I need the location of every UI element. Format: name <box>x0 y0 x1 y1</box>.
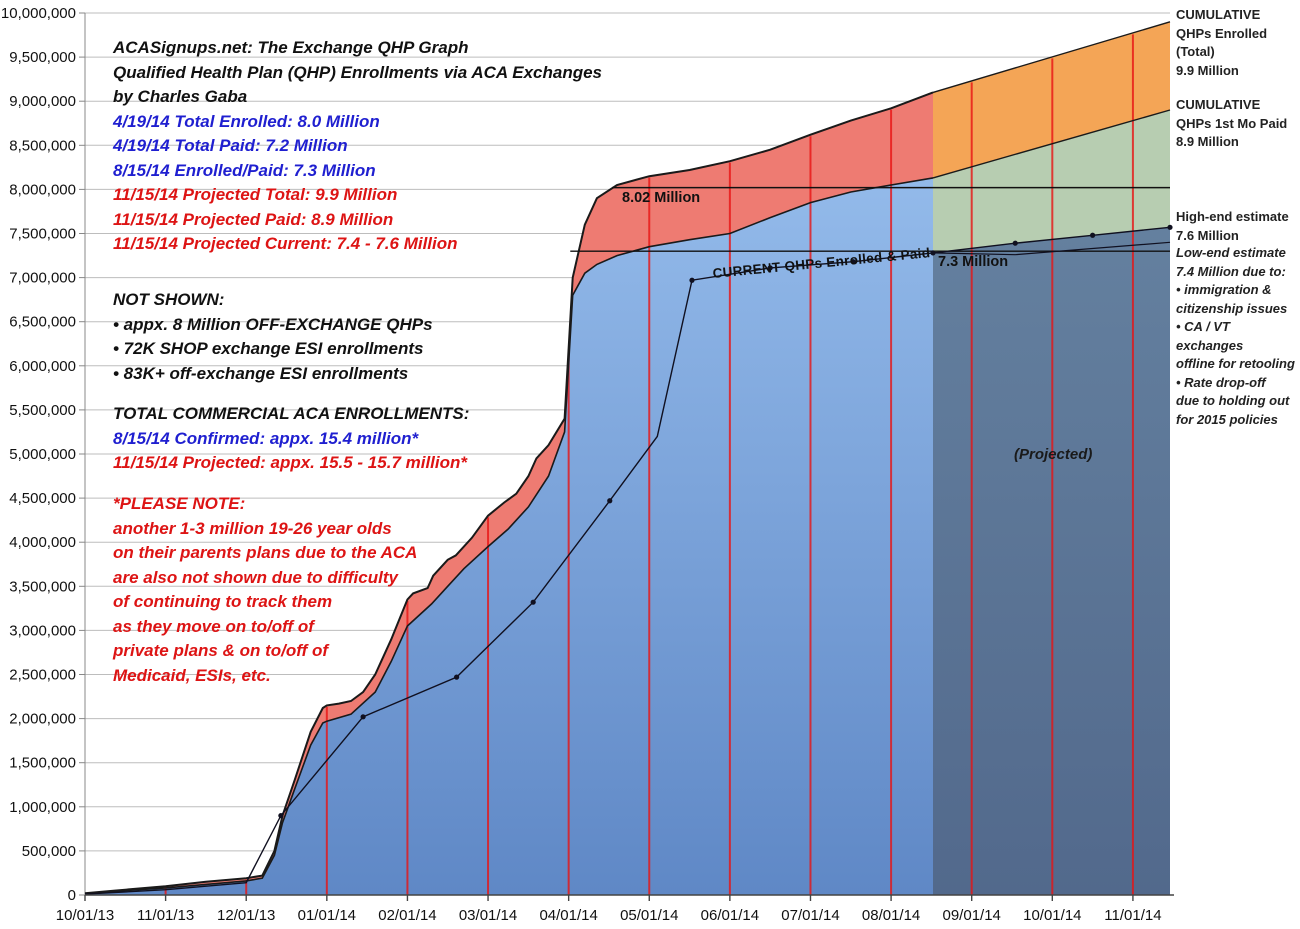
y-tick-label: 9,500,000 <box>9 49 76 66</box>
reference-lines <box>570 186 1170 252</box>
right-label-line: due to holding out <box>1176 393 1290 408</box>
x-tick-label: 02/01/14 <box>378 907 436 924</box>
annotation-projected-label: (Projected) <box>1014 446 1093 463</box>
x-tick-label: 06/01/14 <box>701 907 759 924</box>
right-label-line: citizenship issues <box>1176 300 1288 316</box>
right-label-line: 8.9 Million <box>1176 134 1239 149</box>
x-tick-label: 08/01/14 <box>862 907 920 924</box>
left-notes-block: *PLEASE NOTE: another 1-3 million 19-26 y… <box>113 492 417 688</box>
x-tick-label: 12/01/13 <box>217 907 275 924</box>
x-tick-label: 10/01/14 <box>1023 907 1081 924</box>
y-tick-label: 7,000,000 <box>9 270 76 287</box>
left-notes-block: NOT SHOWN: • appx. 8 Million OFF-EXCHANGE… <box>113 288 433 386</box>
x-tick-label: 11/01/14 <box>1104 907 1161 924</box>
note-line: as they move on to/off of <box>113 616 314 636</box>
note-line: of continuing to track them <box>113 592 333 611</box>
current-line-markers <box>278 224 1173 819</box>
right-label-line: for 2015 policies <box>1176 411 1278 427</box>
right-label-block: CUMULATIVE QHPs Enrolled (Total) 9.9 Mill… <box>1176 6 1298 80</box>
x-tick-label: 01/01/14 <box>298 907 356 924</box>
note-line: another 1-3 million 19-26 year olds <box>113 518 392 538</box>
note-line: *PLEASE NOTE: <box>113 494 246 513</box>
x-tick-label: 03/01/14 <box>459 907 517 924</box>
y-tick-label: 2,000,000 <box>9 711 76 728</box>
note-line: NOT SHOWN: <box>113 290 225 309</box>
y-tick-label: 3,000,000 <box>9 622 76 639</box>
note-line: on their parents plans due to the ACA <box>113 543 418 562</box>
y-tick-label: 500,000 <box>22 843 76 860</box>
note-line: 11/15/14 Projected: appx. 15.5 - 15.7 mi… <box>113 453 468 472</box>
y-tick-label: 10,000,000 <box>1 5 76 22</box>
y-tick-label: 4,000,000 <box>9 534 76 551</box>
note-line: 8/15/14 Enrolled/Paid: 7.3 Million <box>113 160 376 180</box>
note-line: • 83K+ off-exchange ESI enrollments <box>113 363 409 383</box>
right-label-block: CUMULATIVE QHPs 1st Mo Paid 8.9 Million <box>1176 96 1298 152</box>
y-tick-label: 8,000,000 <box>9 181 76 198</box>
right-label-line: • immigration & <box>1176 282 1272 297</box>
note-line: are also not shown due to difficulty <box>113 567 398 587</box>
note-line: • appx. 8 Million OFF-EXCHANGE QHPs <box>113 314 433 334</box>
right-label-line: 9.9 Million <box>1176 62 1239 78</box>
right-label-block: Low-end estimate 7.4 Million due to: • imm… <box>1176 244 1298 429</box>
y-tick-label: 0 <box>68 887 76 904</box>
y-tick-label: 2,500,000 <box>9 667 76 684</box>
note-line: Medicaid, ESIs, etc. <box>113 665 271 685</box>
right-label-line: offline for retooling <box>1176 356 1295 371</box>
area-paid-total <box>85 177 933 895</box>
note-line: 11/15/14 Projected Total: 9.9 Million <box>113 185 398 204</box>
right-label-line: 7.4 Million due to: <box>1176 263 1286 279</box>
x-tick-label: 04/01/14 <box>539 907 597 924</box>
y-tick-label: 6,500,000 <box>9 314 76 331</box>
right-label-block: High-end estimate 7.6 Million <box>1176 208 1298 245</box>
x-axis: 10/01/13 11/01/13 12/01/13 01/01/14 02/01/14… <box>56 894 1174 924</box>
note-line: private plans & on to/off of <box>113 641 329 660</box>
note-line: TOTAL COMMERCIAL ACA ENROLLMENTS: <box>113 404 470 423</box>
note-line: 11/15/14 Projected Current: 7.4 - 7.6 Mi… <box>113 234 458 253</box>
y-tick-label: 9,000,000 <box>9 93 76 110</box>
y-tick-label: 1,000,000 <box>9 799 76 816</box>
note-line: 4/19/14 Total Enrolled: 8.0 Million <box>113 111 380 131</box>
right-label-line: CUMULATIVE QHPs Enrolled (Total) <box>1176 7 1268 59</box>
y-tick-label: 5,000,000 <box>9 446 76 463</box>
y-tick-label: 1,500,000 <box>9 755 76 772</box>
right-label-line: CUMULATIVE QHPs 1st Mo Paid <box>1176 97 1288 131</box>
note-line: 4/19/14 Total Paid: 7.2 Million <box>113 136 348 155</box>
y-tick-label: 5,500,000 <box>9 402 76 419</box>
x-tick-label: 07/01/14 <box>781 907 839 924</box>
x-tick-label: 10/01/13 <box>56 907 114 924</box>
y-tick-label: 8,500,000 <box>9 137 76 154</box>
annotation-8.02-million: 8.02 Million <box>622 190 701 206</box>
current-line-series <box>84 226 1171 895</box>
note-line: Qualified Health Plan (QHP) Enrollments … <box>113 62 603 82</box>
y-tick-label: 7,500,000 <box>9 226 76 243</box>
note-line: 8/15/14 Confirmed: appx. 15.4 million* <box>113 428 419 448</box>
right-label-line: 7.6 Million <box>1176 227 1239 243</box>
x-tick-label: 11/01/13 <box>137 907 194 924</box>
y-tick-label: 6,000,000 <box>9 358 76 375</box>
right-label-line: • Rate drop-off <box>1176 374 1266 390</box>
right-label-line: • CA / VT exchanges <box>1176 319 1244 353</box>
y-tick-label: 4,500,000 <box>9 490 76 507</box>
note-line: ACASignups.net: The Exchange QHP Graph <box>113 38 469 57</box>
note-line: 11/15/14 Projected Paid: 8.9 Million <box>113 209 394 229</box>
right-label-line: Low-end estimate <box>1176 245 1286 260</box>
left-notes-block: TOTAL COMMERCIAL ACA ENROLLMENTS: 8/15/14… <box>113 402 469 476</box>
month-marker-lines <box>164 34 1134 895</box>
right-label-line: High-end estimate <box>1176 209 1289 224</box>
left-notes-block: ACASignups.net: The Exchange QHP Graph Qu… <box>113 36 602 257</box>
y-tick-label: 3,500,000 <box>9 578 76 595</box>
annotation-7.3-million: 7.3 Million <box>938 254 1009 270</box>
x-tick-label: 09/01/14 <box>943 907 1001 924</box>
note-line: by Charles Gaba <box>113 87 248 106</box>
note-line: • 72K SHOP exchange ESI enrollments <box>113 339 424 358</box>
x-tick-label: 05/01/14 <box>620 907 678 924</box>
